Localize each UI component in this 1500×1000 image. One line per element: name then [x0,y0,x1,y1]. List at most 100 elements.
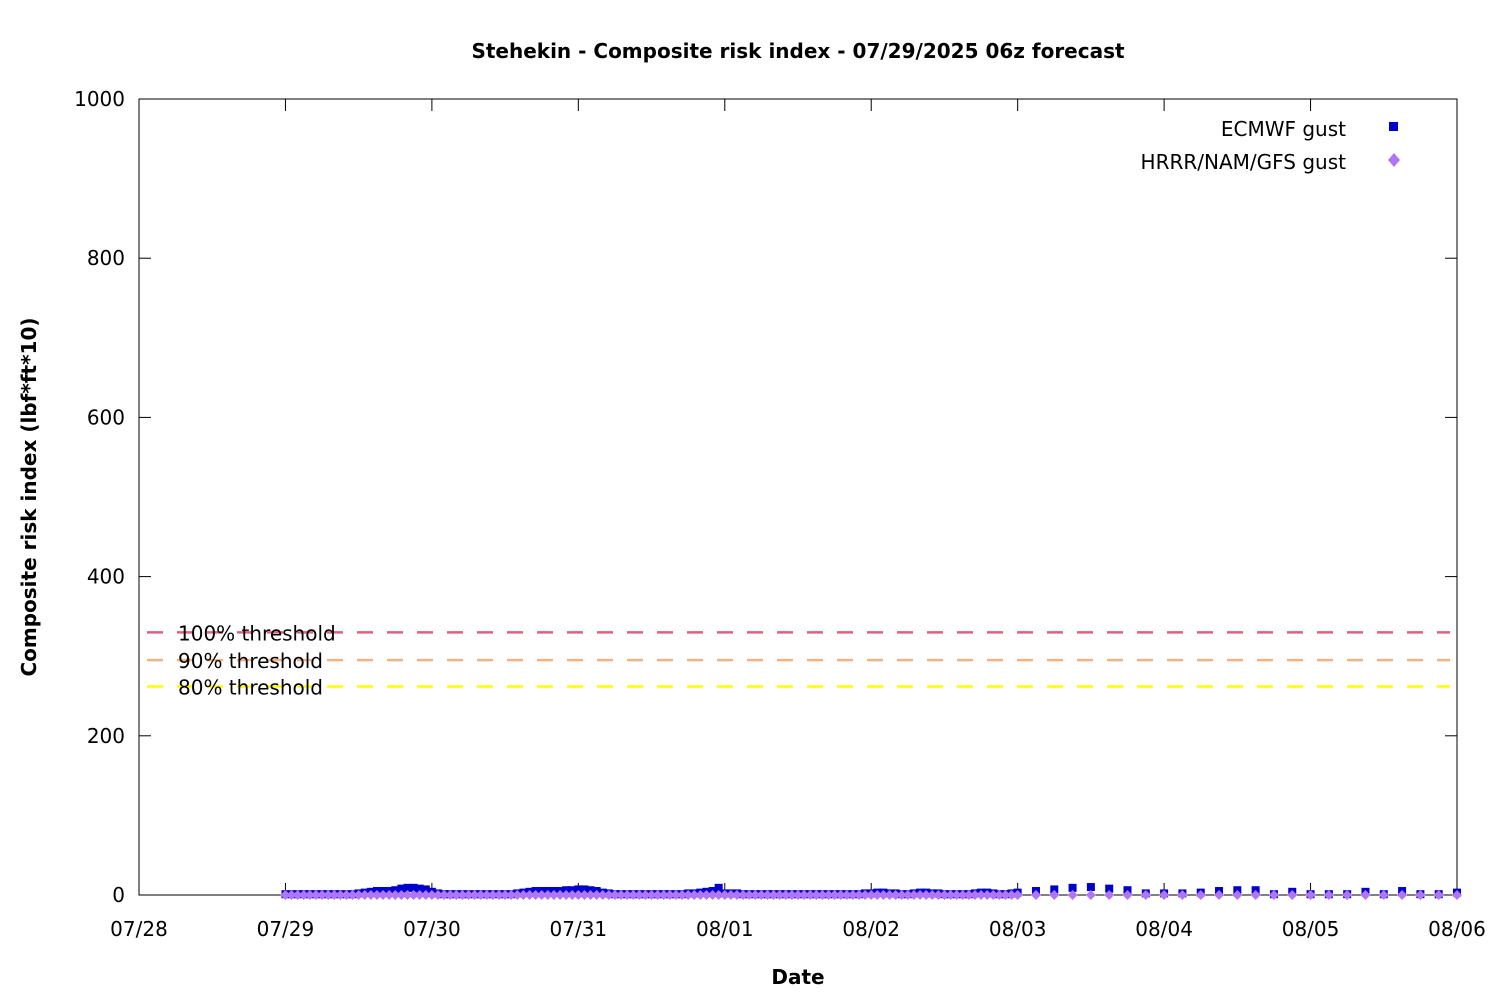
data-point-hrrr-nam-gfs-gust [829,890,840,900]
data-point-ecmwf-gust [580,885,589,894]
data-point-hrrr-nam-gfs-gust [756,890,767,900]
data-point-hrrr-nam-gfs-gust [719,890,730,900]
threshold-label: 90% threshold [178,649,323,673]
data-point-hrrr-nam-gfs-gust [713,890,724,900]
data-point-hrrr-nam-gfs-gust [738,890,749,900]
data-point-hrrr-nam-gfs-gust [1104,890,1115,900]
data-point-ecmwf-gust [403,883,412,892]
data-point-hrrr-nam-gfs-gust [921,890,932,900]
data-point-hrrr-nam-gfs-gust [402,890,413,900]
data-point-hrrr-nam-gfs-gust [1012,890,1023,900]
y-tick-label: 200 [87,724,125,748]
data-point-hrrr-nam-gfs-gust [408,890,419,900]
data-point-hrrr-nam-gfs-gust [292,890,303,900]
data-point-ecmwf-gust [397,884,406,893]
data-point-hrrr-nam-gfs-gust [982,890,993,900]
data-point-hrrr-nam-gfs-gust [939,890,950,900]
data-point-hrrr-nam-gfs-gust [878,890,889,900]
data-point-hrrr-nam-gfs-gust [689,890,700,900]
x-axis-title: Date [771,965,824,989]
data-point-hrrr-nam-gfs-gust [762,890,773,900]
legend-marker-ecmwf-gust [1389,122,1398,131]
data-point-hrrr-nam-gfs-gust [1214,890,1225,900]
data-point-hrrr-nam-gfs-gust [500,890,511,900]
data-point-ecmwf-gust [415,884,424,893]
data-point-hrrr-nam-gfs-gust [969,890,980,900]
legend: ECMWF gust HRRR/NAM/GFS gust [1141,117,1400,174]
data-point-hrrr-nam-gfs-gust [884,890,895,900]
data-point-ecmwf-gust [574,885,583,894]
data-point-ecmwf-gust [1086,883,1095,892]
data-point-hrrr-nam-gfs-gust [384,890,395,900]
x-tick-label: 08/06 [1428,917,1486,941]
data-point-hrrr-nam-gfs-gust [768,890,779,900]
data-point-hrrr-nam-gfs-gust [670,890,681,900]
data-point-hrrr-nam-gfs-gust [1067,890,1078,900]
data-point-hrrr-nam-gfs-gust [963,890,974,900]
y-tick-label: 600 [87,405,125,429]
data-point-hrrr-nam-gfs-gust [664,890,675,900]
data-point-hrrr-nam-gfs-gust [1268,890,1279,900]
threshold-label: 100% threshold [178,621,336,645]
legend-label-ecmwf-gust: ECMWF gust [1221,117,1346,141]
data-point-hrrr-nam-gfs-gust [915,890,926,900]
data-point-hrrr-nam-gfs-gust [786,890,797,900]
data-point-hrrr-nam-gfs-gust [396,890,407,900]
data-point-hrrr-nam-gfs-gust [799,890,810,900]
data-point-hrrr-nam-gfs-gust [933,890,944,900]
data-point-hrrr-nam-gfs-gust [451,890,462,900]
x-tick-label: 08/05 [1282,917,1340,941]
data-point-hrrr-nam-gfs-gust [994,890,1005,900]
data-point-ecmwf-gust [1050,885,1059,894]
data-point-hrrr-nam-gfs-gust [805,890,816,900]
data-point-hrrr-nam-gfs-gust [1360,890,1371,900]
data-point-hrrr-nam-gfs-gust [597,890,608,900]
data-point-hrrr-nam-gfs-gust [371,890,382,900]
data-point-hrrr-nam-gfs-gust [579,890,590,900]
data-point-hrrr-nam-gfs-gust [323,890,334,900]
data-point-hrrr-nam-gfs-gust [640,890,651,900]
data-point-ecmwf-gust [1068,883,1077,892]
data-point-hrrr-nam-gfs-gust [1140,890,1151,900]
data-point-hrrr-nam-gfs-gust [353,890,364,900]
y-tick-label: 400 [87,565,125,589]
x-tick-label: 08/04 [1135,917,1193,941]
data-point-hrrr-nam-gfs-gust [475,890,486,900]
data-point-hrrr-nam-gfs-gust [329,890,340,900]
data-point-hrrr-nam-gfs-gust [927,890,938,900]
data-point-hrrr-nam-gfs-gust [609,890,620,900]
data-point-hrrr-nam-gfs-gust [860,890,871,900]
data-point-ecmwf-gust [409,883,418,892]
plot-frame [138,98,1458,896]
data-point-hrrr-nam-gfs-gust [658,890,669,900]
data-point-hrrr-nam-gfs-gust [677,890,688,900]
data-point-hrrr-nam-gfs-gust [976,890,987,900]
data-point-hrrr-nam-gfs-gust [951,890,962,900]
series-hrrr-nam-gfs-gust [280,890,1462,900]
data-point-hrrr-nam-gfs-gust [304,890,315,900]
data-point-hrrr-nam-gfs-gust [835,890,846,900]
y-tick-label: 0 [112,883,125,907]
data-point-hrrr-nam-gfs-gust [1195,890,1206,900]
data-point-hrrr-nam-gfs-gust [1049,890,1060,900]
data-point-hrrr-nam-gfs-gust [317,890,328,900]
x-tick-label: 07/28 [110,917,168,941]
data-point-hrrr-nam-gfs-gust [841,890,852,900]
data-point-hrrr-nam-gfs-gust [1305,890,1316,900]
data-point-hrrr-nam-gfs-gust [1397,890,1408,900]
x-tick-label: 07/30 [403,917,461,941]
data-point-hrrr-nam-gfs-gust [378,890,389,900]
plot-area [138,98,1458,896]
legend-marker-hrrr-nam-gfs-gust [1388,153,1400,167]
data-point-hrrr-nam-gfs-gust [616,890,627,900]
data-point-hrrr-nam-gfs-gust [774,890,785,900]
data-point-hrrr-nam-gfs-gust [567,890,578,900]
data-point-hrrr-nam-gfs-gust [823,890,834,900]
data-point-hrrr-nam-gfs-gust [744,890,755,900]
data-point-hrrr-nam-gfs-gust [1159,890,1170,900]
data-point-hrrr-nam-gfs-gust [561,890,572,900]
data-point-ecmwf-gust [1105,884,1114,893]
data-point-hrrr-nam-gfs-gust [1415,890,1426,900]
threshold-label: 80% threshold [178,675,323,699]
